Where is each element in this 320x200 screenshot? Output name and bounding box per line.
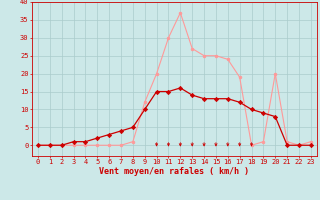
X-axis label: Vent moyen/en rafales ( km/h ): Vent moyen/en rafales ( km/h ) [100, 167, 249, 176]
